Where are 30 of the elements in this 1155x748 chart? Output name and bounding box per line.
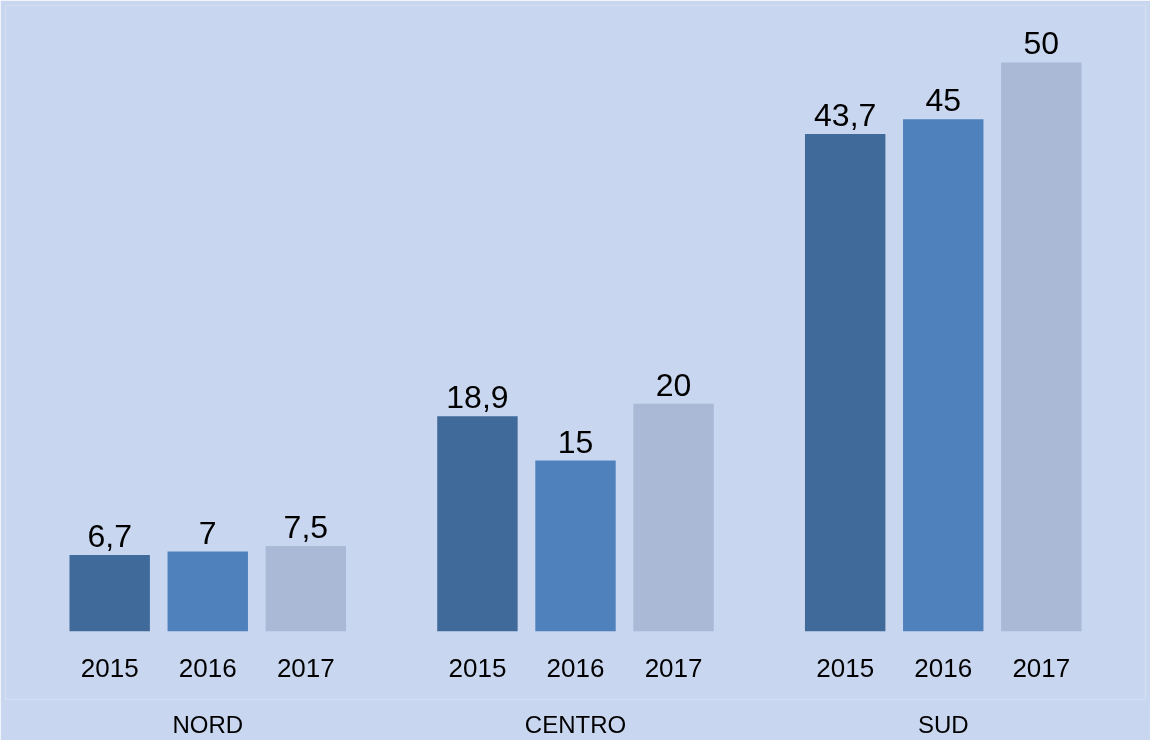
bar	[265, 545, 347, 632]
bar	[633, 403, 714, 632]
series-label: 2017	[276, 653, 335, 684]
x-tick-label: CENTRO	[524, 710, 627, 738]
data-label: 6,7	[87, 518, 132, 555]
data-label: 45	[925, 82, 962, 119]
data-label: 50	[1023, 25, 1060, 62]
text: 2016	[914, 653, 973, 684]
data-label: 7,5	[283, 508, 329, 545]
series-label: 2016	[178, 653, 237, 684]
text: 2017	[644, 653, 703, 684]
data-label: 43,7	[814, 97, 877, 134]
text: 2016	[546, 653, 605, 684]
bar	[69, 555, 150, 632]
data-label: 7	[198, 514, 217, 551]
data-label: 15	[557, 423, 594, 460]
data-label: 18,9	[446, 379, 509, 416]
text: 2017	[1012, 653, 1071, 684]
text: 2015	[448, 653, 507, 684]
data-label: 20	[655, 366, 692, 403]
bar	[167, 551, 248, 632]
text: 2015	[816, 653, 875, 684]
series-label: 2015	[80, 653, 139, 684]
bar	[903, 119, 984, 632]
bar	[1001, 62, 1082, 632]
x-tick-label: SUD	[917, 710, 969, 738]
x-tick-label: NORD	[172, 710, 244, 738]
bar	[804, 134, 886, 632]
bar	[437, 416, 518, 632]
bar	[535, 460, 616, 632]
